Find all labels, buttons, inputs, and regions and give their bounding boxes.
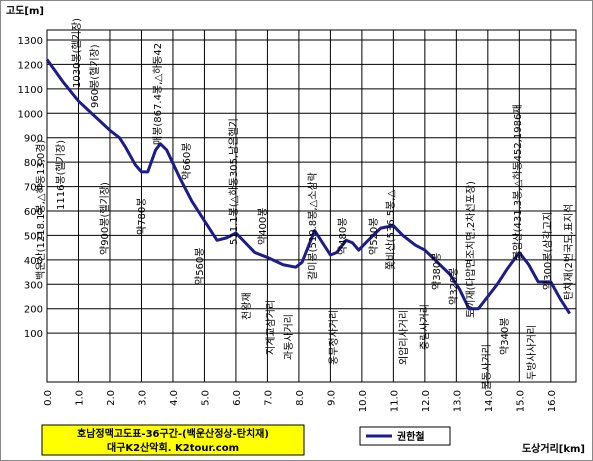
legend-label: 권한철: [397, 430, 425, 443]
y-tick-label: 1100: [18, 85, 43, 96]
annotation: 약520봉: [368, 218, 380, 256]
y-tick-label: 300: [24, 280, 43, 291]
chart-subtitle: 대구K2산악회. K2tour.com: [107, 441, 239, 454]
annotation: 쫓비산(536.5봉,△: [385, 189, 397, 270]
y-tick-label: 500: [24, 231, 43, 242]
x-tick-label: 8.0: [295, 390, 306, 406]
annotation: 약400봉: [257, 208, 269, 246]
x-tick-label: 15.0: [515, 390, 526, 412]
legend: [359, 426, 451, 446]
annotation: 두방사사거리: [526, 325, 538, 380]
annotation: 960봉(헬기장): [89, 44, 101, 108]
annotation: 약660봉: [181, 143, 193, 181]
x-tick-label: 1.0: [74, 390, 85, 406]
annotation: 1116봉(헬기장): [55, 140, 67, 210]
y-tick-label: 1300: [18, 36, 43, 47]
x-tick-label: 5.0: [200, 390, 211, 406]
y-tick-label: 600: [24, 207, 43, 218]
x-tick-label: 6.0: [232, 390, 243, 406]
y-tick-label: 1200: [18, 60, 43, 71]
chart-title: 호남정맥고도표-36구간-(백운산정상-탄치재): [77, 427, 269, 440]
x-tick-label: 11.0: [389, 390, 400, 412]
series-line: [45, 58, 571, 315]
y-tick-label: 1000: [18, 109, 43, 120]
annotation: 불암산(431.3봉,△하동452,1986재: [511, 104, 524, 260]
x-tick-label: 13.0: [452, 390, 463, 412]
x-tick-label: 2.0: [106, 390, 117, 406]
annotation: 중림사거리: [419, 304, 431, 350]
x-tick-label: 16.0: [547, 390, 558, 412]
annotation: 약300봉(삼각고지: [542, 212, 554, 290]
annotation: 약340봉: [499, 318, 511, 356]
annotation: 불동사거리: [481, 344, 493, 390]
y-tick-label: 700: [24, 183, 43, 194]
annotation: 과동사거리: [283, 314, 295, 360]
x-tick-label: 7.0: [263, 390, 274, 406]
annotation: 옹무정사거리: [328, 310, 340, 365]
x-axis-label: 도상거리[km]: [522, 442, 585, 455]
y-axis-label: 고도[m]: [6, 5, 44, 17]
x-tick-label: 10.0: [358, 390, 369, 412]
annotation: 매봉(867.4봉,△하동42: [151, 43, 164, 145]
annotation: 약560봉: [194, 248, 206, 286]
annotation: 토끼재(다압면조치면,2차선포장): [464, 181, 477, 318]
x-tick-label: 0.0: [43, 390, 54, 406]
y-tick-label: 800: [24, 158, 43, 169]
y-tick-label: 100: [24, 329, 43, 340]
x-tick-label: 12.0: [421, 390, 432, 412]
annotation: 탄치재(2번국도,표지석: [563, 204, 575, 300]
annotation: 1030봉(헬기장): [71, 18, 83, 88]
annotation: 511.1봉(△하동305,남은헬기: [227, 118, 240, 245]
annotation: 약900봉(헬기장): [99, 182, 111, 255]
x-tick-label: 14.0: [484, 390, 495, 412]
annotation: 약480봉: [337, 218, 349, 256]
annotation: 백운산(1218.1봉,△하동13,0경): [34, 140, 47, 280]
y-tick-label: 200: [24, 305, 43, 316]
annotation: 외압리사거리: [397, 310, 410, 365]
y-tick-label: 400: [24, 256, 43, 267]
annotation: 지계교삼거리: [265, 300, 277, 355]
title-box: [41, 424, 305, 456]
annotation: 갈미봉(519.8봉,△소삼락: [306, 172, 319, 280]
x-tick-label: 9.0: [326, 390, 337, 406]
annotation: 약780봉: [136, 198, 148, 236]
annotation: 천왕재: [241, 292, 253, 320]
x-tick-label: 4.0: [169, 390, 180, 406]
annotation: 약320봉: [448, 268, 460, 306]
x-tick-label: 3.0: [137, 390, 148, 406]
annotation: 약380봉: [431, 253, 443, 291]
y-tick-label: 900: [24, 134, 43, 145]
